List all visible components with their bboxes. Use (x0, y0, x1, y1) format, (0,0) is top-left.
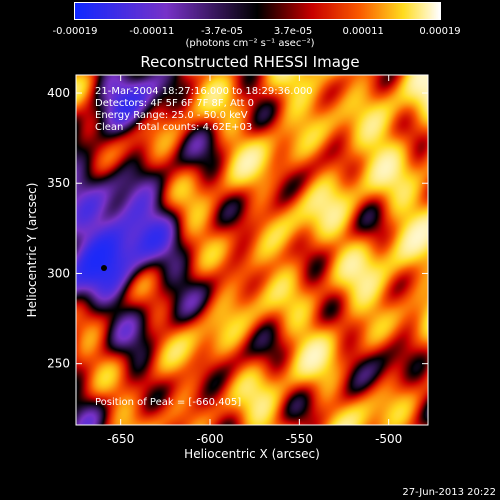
colorbar-unit-label: (photons cm⁻² s⁻¹ asec⁻²) (185, 38, 315, 49)
x-axis-label: Heliocentric X (arcsec) (184, 447, 320, 461)
plot-frame (75, 74, 429, 426)
footer-timestamp: 27-Jun-2013 20:22 (402, 487, 496, 498)
minimum-marker (101, 265, 107, 271)
y-tick-label: 400 (47, 86, 70, 100)
heatmap-image (76, 75, 428, 425)
y-axis: 250 300 350 400 (47, 86, 428, 371)
y-tick-label: 350 (47, 176, 70, 190)
annotation-time-range: 21-Mar-2004 18:27:16.000 to 18:29:36.000 (95, 86, 313, 97)
colorbar-tick-label: 0.00011 (342, 26, 384, 37)
x-tick-label: -500 (375, 432, 402, 446)
x-tick-label: -650 (107, 432, 134, 446)
x-tick-label: -550 (286, 432, 313, 446)
colorbar-tick-label: -3.7e-05 (200, 26, 243, 37)
colorbar-tick-label: -0.00019 (52, 26, 98, 37)
colorbar (74, 2, 441, 20)
x-axis: -650 -600 -550 -500 (107, 75, 402, 446)
colorbar-tick-label: 0.00019 (419, 26, 461, 37)
annotation-peak-position: Position of Peak = [-660,405] (95, 397, 242, 408)
y-axis-label: Heliocentric Y (arcsec) (25, 183, 39, 318)
colorbar-tick-label: 3.7e-05 (273, 26, 313, 37)
y-tick-label: 300 (47, 266, 70, 280)
chart-title: Reconstructed RHESSI Image (140, 53, 360, 71)
x-tick-label: -600 (196, 432, 223, 446)
annotation-energy-range: Energy Range: 25.0 - 50.0 keV (95, 110, 248, 121)
colorbar-gradient (75, 3, 440, 19)
annotation-detectors: Detectors: 4F 5F 6F 7F 8F, Att 0 (95, 98, 255, 109)
annotation-clean-counts: Clean Total counts: 4.62E+03 (95, 122, 253, 133)
y-tick-label: 250 (47, 357, 70, 371)
colorbar-tick-label: -0.00011 (129, 26, 175, 37)
